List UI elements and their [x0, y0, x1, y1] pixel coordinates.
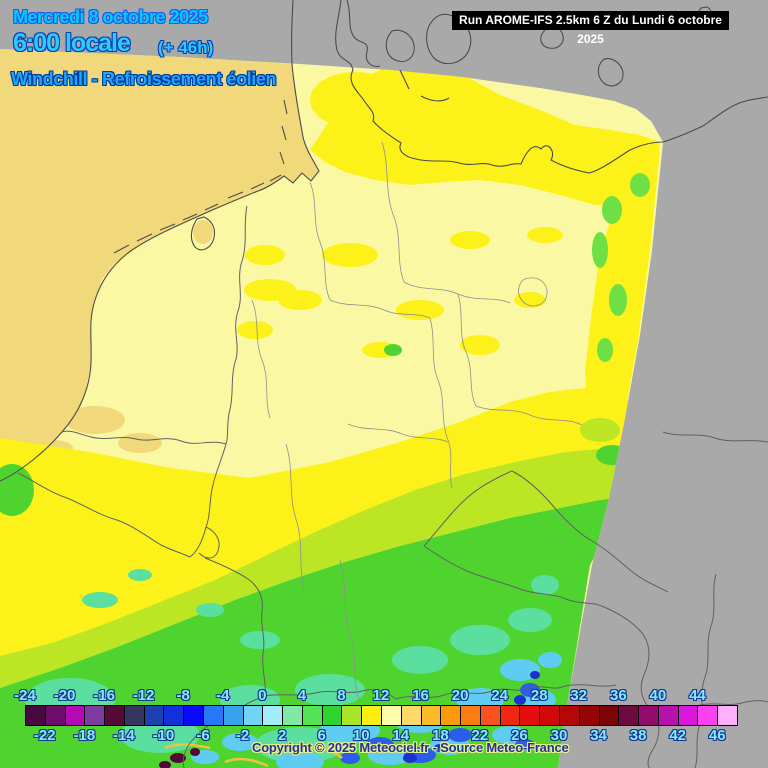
map-bright-patch: [244, 279, 296, 301]
map-green-patch: [602, 196, 622, 224]
state-borders: [251, 141, 583, 703]
map-bright-patch: [450, 231, 490, 249]
border-nl-be: [61, 430, 227, 445]
border-nl-de: [225, 205, 248, 445]
time-label: 6:00 locale: [13, 29, 131, 57]
map-gold-patch: [193, 220, 213, 244]
country-borders: [17, 205, 768, 768]
map-green-patch: [609, 284, 627, 316]
coast-danish-islands: [346, 0, 712, 102]
map-bright-patch: [527, 227, 563, 243]
map-bright-patch: [322, 243, 378, 267]
coast-wadden-islands: [113, 99, 288, 254]
run-info-bar: Run AROME-IFS 2.5km 6 Z du Lundi 6 octob…: [452, 11, 729, 46]
map-region-france-band: [0, 388, 635, 656]
map-gold-patch: [65, 406, 125, 434]
parameter-title: Windchill - Refroissement éolien: [11, 69, 277, 89]
date-label: Mercredi 8 octobre 2025: [13, 7, 208, 27]
map-bright-patch: [514, 292, 546, 308]
copyright-label: Copyright © 2025 Meteociel.fr - Source M…: [252, 740, 569, 755]
map-bright-patch: [245, 245, 285, 265]
border-be-fr: [17, 472, 191, 558]
map-green-patch: [597, 338, 613, 362]
map-bright-patch: [237, 321, 273, 339]
coast-ijsselmeer: [190, 216, 216, 251]
map-region-yellow-green-band: [0, 448, 633, 688]
map-green-patch: [0, 464, 34, 516]
map-valley-lines: [164, 743, 343, 768]
map-green-patch: [592, 232, 608, 268]
border-lu: [198, 526, 220, 559]
map-region-navy-spots: [403, 671, 540, 763]
coastlines: [0, 0, 768, 482]
border-gray-right: [603, 431, 768, 768]
map-region-cold-peaks: [159, 748, 200, 768]
coast-northsea: [0, 0, 320, 482]
border-be-de: [189, 443, 227, 558]
map-region-north-sea: [0, 49, 319, 481]
border-berlin: [518, 277, 548, 307]
coast-baltic: [335, 0, 768, 174]
border-at: [395, 684, 617, 700]
map-harz-patch: [384, 344, 402, 356]
border-cz: [423, 470, 669, 608]
border-ch-de: [264, 689, 397, 700]
map-bright-patch: [460, 335, 500, 355]
map-gold-patch: [118, 433, 162, 453]
map-bright-patch: [310, 72, 400, 128]
map-yg-patch: [580, 418, 620, 442]
forecast-offset-label: (+ 46h): [158, 38, 214, 57]
map-bright-patch: [396, 300, 444, 320]
map-green-patch: [630, 173, 650, 197]
border-fr-de: [204, 557, 266, 697]
